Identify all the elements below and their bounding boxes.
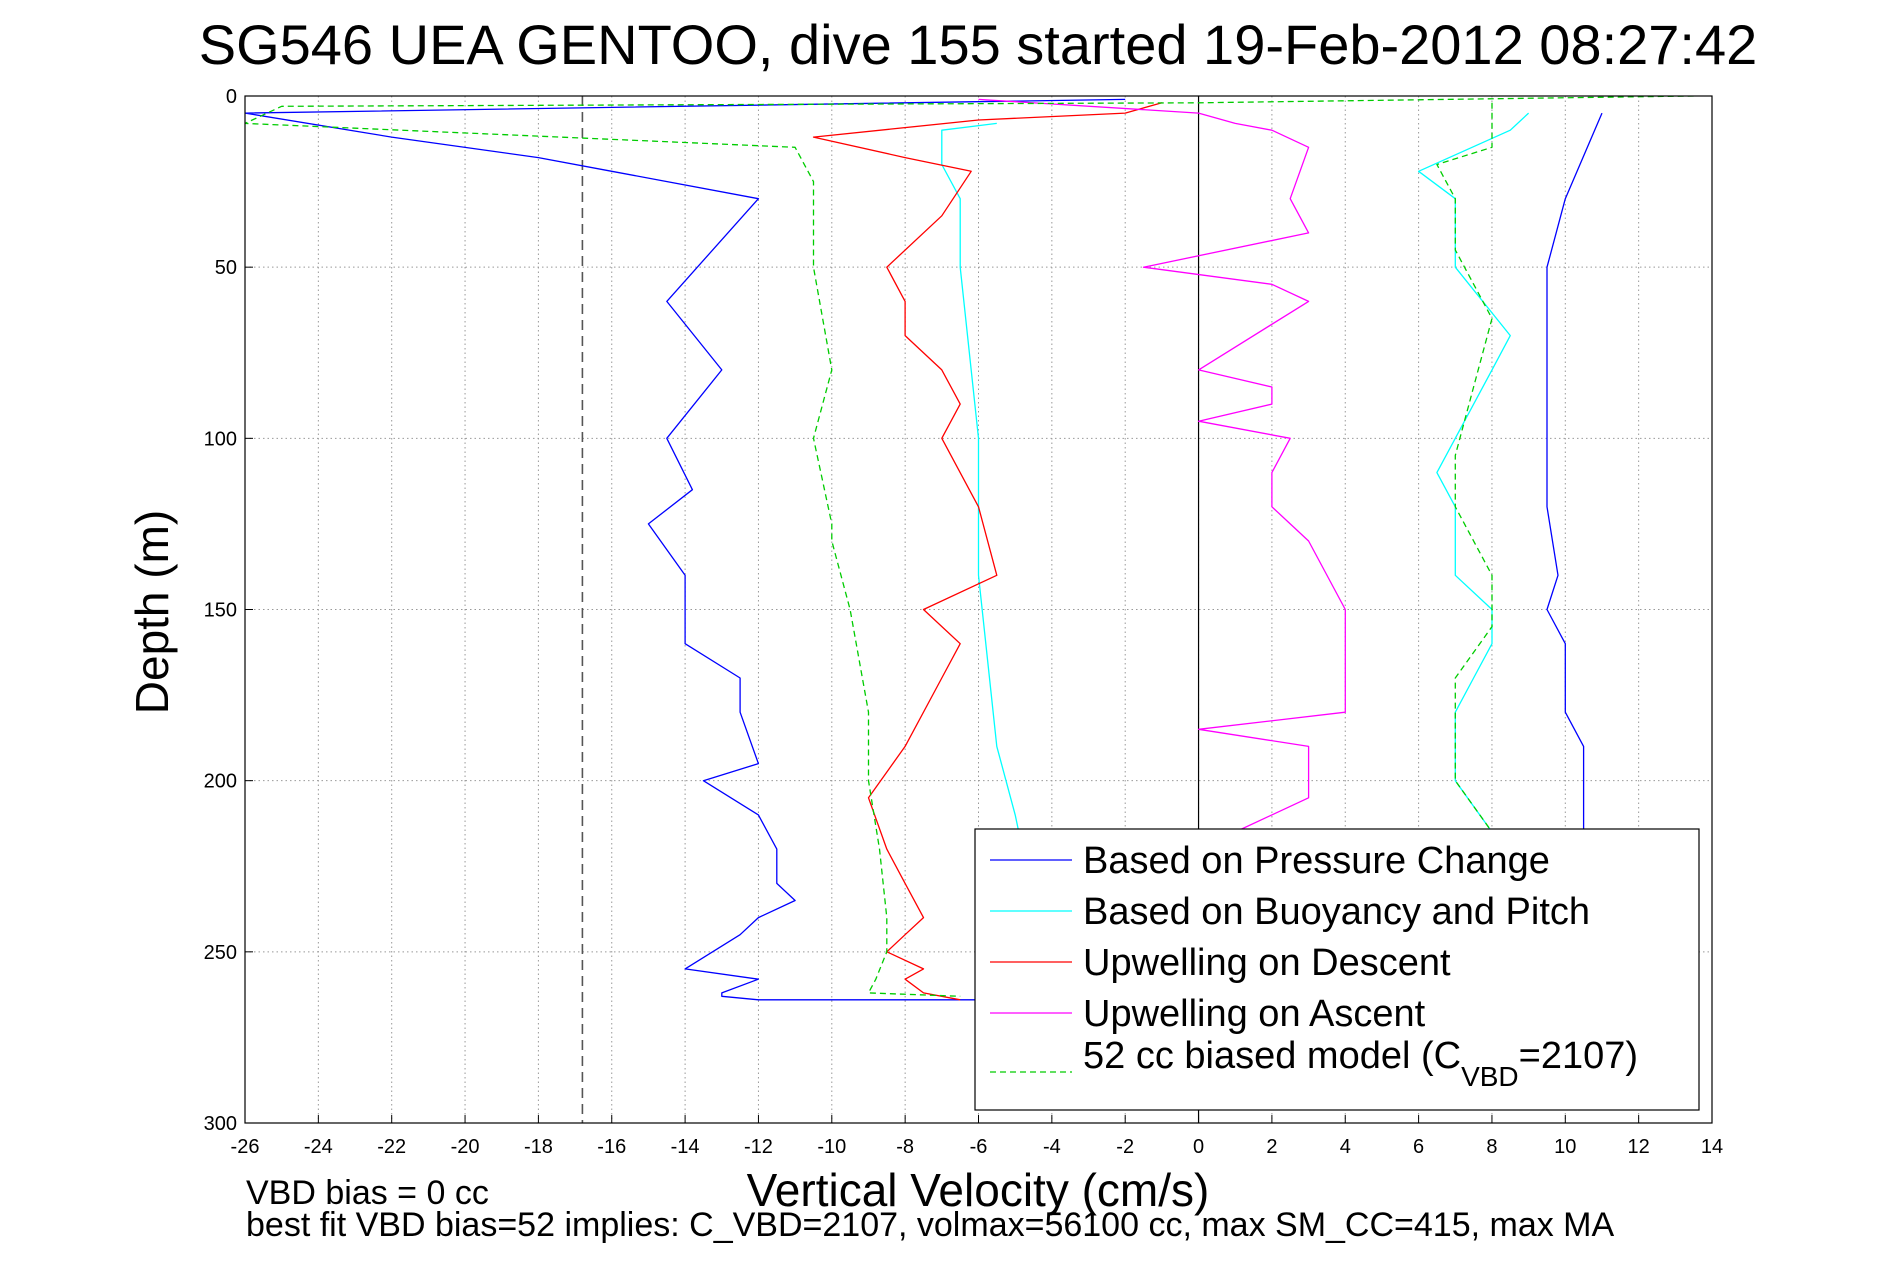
y-tick-label: 150 (204, 600, 237, 622)
legend-item-upwelling-ascent: Upwelling on Ascent (990, 993, 1426, 1035)
y-tick-label: 100 (204, 428, 237, 450)
footnote-vbd-bias: VBD bias = 0 cc (246, 1174, 489, 1212)
y-tick-label: 50 (215, 257, 237, 279)
x-tick-label: -20 (451, 1136, 480, 1158)
x-tick-label: -16 (597, 1136, 626, 1158)
y-tick-label: 300 (204, 1113, 237, 1135)
x-tick-label: -22 (377, 1136, 406, 1158)
x-tick-label: 4 (1340, 1136, 1351, 1158)
x-tick-label: 14 (1701, 1136, 1723, 1158)
footnote-best-fit: best fit VBD bias=52 implies: C_VBD=2107… (246, 1206, 1615, 1244)
x-axis-ticks: -26 -24 -22 -20 -18 -16 -14 -12 -10 -8 -6 -4 -2 0 2 4 6 8… (231, 1115, 1723, 1158)
legend-label: Upwelling on Descent (1083, 942, 1451, 984)
x-tick-label: -8 (896, 1136, 914, 1158)
legend: Based on Pressure Change Based on Buoyan… (974, 828, 1700, 1111)
y-tick-label: 200 (204, 771, 237, 793)
x-tick-label: 8 (1486, 1136, 1497, 1158)
series-line (978, 98, 1346, 833)
x-tick-label: 2 (1266, 1136, 1277, 1158)
y-tick-label: 250 (204, 942, 237, 964)
x-tick-label: -12 (744, 1136, 773, 1158)
legend-label-subscript: VBD (1461, 1061, 1519, 1092)
series-layer (245, 96, 1694, 1001)
legend-item-biased-model: 52 cc biased model (CVBD=2107) (990, 1035, 1638, 1092)
legend-label-main: 52 cc biased model (C (1083, 1035, 1461, 1077)
y-axis-ticks: 0 50 100 150 200 250 300 (204, 86, 253, 1135)
series-line (812, 102, 1163, 1001)
legend-label: Based on Buoyancy and Pitch (1083, 891, 1590, 933)
legend-item-pressure-change: Based on Pressure Change (990, 840, 1550, 882)
legend-item-upwelling-descent: Upwelling on Descent (990, 942, 1451, 984)
legend-label: Based on Pressure Change (1083, 840, 1550, 882)
x-tick-label: -26 (231, 1136, 260, 1158)
x-tick-label: -24 (304, 1136, 333, 1158)
legend-label: Upwelling on Ascent (1083, 993, 1426, 1035)
x-tick-label: -10 (817, 1136, 846, 1158)
x-tick-label: -18 (524, 1136, 553, 1158)
x-tick-label: 10 (1554, 1136, 1576, 1158)
y-tick-label: 0 (226, 86, 237, 108)
x-axis-label: Vertical Velocity (cm/s) (747, 1164, 1210, 1216)
y-axis-label: Depth (m) (126, 510, 178, 714)
x-tick-label: -2 (1116, 1136, 1134, 1158)
x-tick-label: 12 (1628, 1136, 1650, 1158)
x-tick-label: -4 (1043, 1136, 1061, 1158)
legend-label-tail: =2107) (1519, 1035, 1638, 1077)
legend-box (974, 828, 1700, 1111)
legend-item-buoyancy-pitch: Based on Buoyancy and Pitch (990, 891, 1590, 933)
x-tick-label: 6 (1413, 1136, 1424, 1158)
legend-label: 52 cc biased model (CVBD=2107) (1083, 1035, 1638, 1092)
series-line (245, 96, 1694, 997)
x-tick-label: -6 (970, 1136, 988, 1158)
chart-title: SG546 UEA GENTOO, dive 155 started 19-Fe… (199, 13, 1758, 76)
series-line (941, 112, 1530, 833)
series-line (245, 98, 1603, 1001)
x-tick-label: -14 (671, 1136, 700, 1158)
x-tick-label: 0 (1193, 1136, 1204, 1158)
